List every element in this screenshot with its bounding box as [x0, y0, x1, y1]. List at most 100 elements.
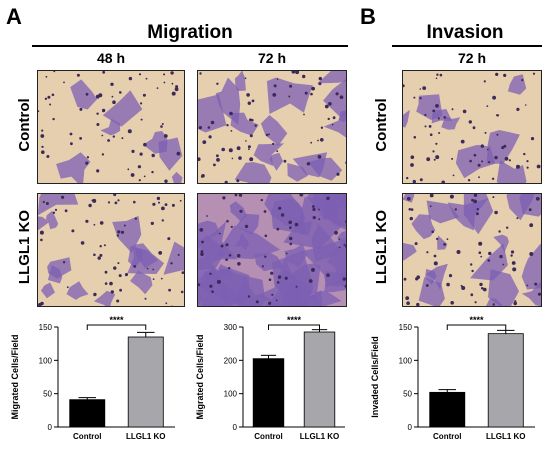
pore-dot	[224, 180, 228, 183]
pore-dot	[541, 211, 542, 213]
y-tick-label: 150	[39, 323, 53, 332]
pore-dot	[237, 262, 241, 266]
pore-dot	[39, 230, 44, 235]
pore-dot	[448, 274, 453, 278]
stained-cell	[323, 78, 346, 118]
pore-dot	[502, 263, 505, 266]
stained-cell	[41, 282, 55, 299]
pore-dot	[109, 281, 113, 286]
micrograph-migration-control-72h	[197, 70, 347, 184]
pore-dot	[335, 92, 339, 96]
pore-dot	[150, 221, 154, 225]
pore-dot	[244, 224, 249, 229]
pore-dot	[339, 95, 344, 99]
pore-dot	[123, 224, 126, 227]
y-tick-label: 50	[403, 390, 412, 399]
pore-dot	[473, 194, 478, 197]
pore-dot	[85, 161, 89, 165]
pore-dot	[88, 203, 92, 208]
pore-dot	[46, 155, 50, 158]
pore-dot	[409, 216, 413, 221]
pore-dot	[503, 73, 507, 77]
pore-dot	[97, 256, 101, 260]
pore-dot	[456, 250, 461, 254]
pore-dot	[273, 84, 277, 88]
pore-dot	[496, 133, 499, 136]
pore-dot	[211, 290, 214, 293]
pore-dot	[160, 125, 163, 128]
pore-dot	[526, 166, 529, 169]
pore-dot	[133, 200, 136, 204]
pore-dot	[278, 206, 282, 210]
micrograph-background	[38, 194, 184, 306]
pore-dot	[346, 232, 347, 234]
pore-dot	[151, 170, 154, 174]
panel-b-col-72h: 72 h	[457, 50, 486, 66]
pore-dot	[413, 136, 417, 139]
pore-dot	[476, 213, 478, 216]
pore-dot	[471, 198, 474, 202]
pore-dot	[498, 230, 501, 233]
pore-dot	[85, 219, 89, 223]
pore-dot	[478, 251, 482, 254]
pore-dot	[412, 179, 416, 183]
pore-dot	[446, 282, 450, 287]
chart-migration-48h: Migrated Cells/Field 0 50 100 150 Control LLGL…	[0, 315, 185, 460]
pore-dot	[171, 91, 176, 96]
pore-dot	[63, 81, 65, 84]
stained-cell	[299, 290, 323, 306]
stained-cell	[270, 198, 306, 230]
pore-dot	[40, 301, 44, 306]
pore-dot	[146, 267, 149, 270]
pore-dot	[130, 173, 135, 177]
pore-dot	[140, 102, 143, 105]
pore-dot	[113, 194, 117, 197]
pore-dot	[255, 300, 259, 304]
pore-dot	[426, 157, 431, 162]
pore-dot	[152, 278, 155, 280]
pore-dot	[251, 99, 255, 103]
pore-dot	[93, 292, 97, 297]
pore-dot	[38, 110, 40, 113]
pore-dot	[64, 209, 68, 213]
bar	[252, 358, 285, 428]
pore-dot	[429, 205, 432, 208]
pore-dot	[299, 194, 304, 197]
pore-dot	[295, 71, 300, 75]
pore-dot	[451, 157, 454, 160]
pore-dot	[428, 125, 432, 128]
y-tick-label: 0	[408, 423, 413, 432]
pore-dot	[171, 305, 173, 306]
pore-dot	[207, 126, 211, 129]
stained-cell	[260, 115, 288, 146]
pore-dot	[429, 194, 434, 198]
pore-dot	[438, 132, 441, 134]
pore-dot	[70, 142, 73, 146]
panel-b-title: Invasion	[426, 22, 504, 43]
stained-cell	[403, 109, 410, 128]
pore-dot	[151, 153, 155, 158]
pore-dot	[416, 275, 420, 279]
pore-dot	[163, 81, 166, 84]
pore-dot	[294, 222, 299, 227]
pore-dot	[326, 273, 330, 277]
pore-dot	[107, 201, 111, 204]
pore-dot	[504, 156, 509, 161]
panel-a-col-48h: 48 h	[96, 50, 125, 66]
stained-cell	[171, 171, 183, 183]
pore-dot	[198, 126, 202, 130]
pore-dot	[104, 270, 108, 274]
pore-dot	[488, 251, 492, 256]
pore-dot	[403, 277, 407, 281]
pore-dot	[174, 87, 179, 92]
pore-dot	[478, 176, 480, 179]
y-tick-label: 200	[224, 356, 238, 365]
micrograph-invasion-control-72h	[402, 70, 542, 184]
pore-dot	[202, 140, 207, 144]
pore-dot	[460, 284, 463, 287]
stained-cell	[214, 225, 281, 260]
pore-dot	[142, 93, 146, 97]
pore-dot	[101, 108, 106, 113]
pore-dot	[99, 253, 103, 257]
stained-cell	[163, 241, 184, 275]
